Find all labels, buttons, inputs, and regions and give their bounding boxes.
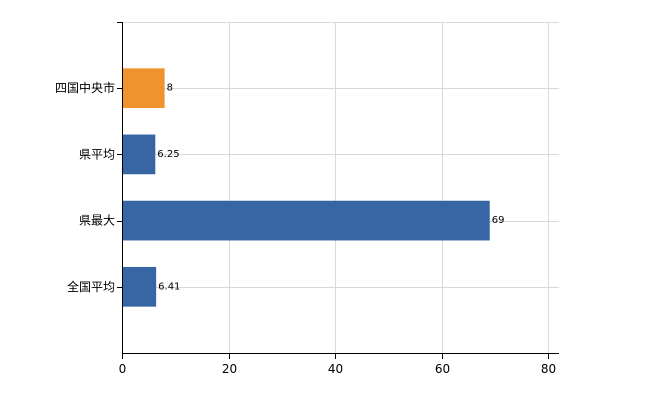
x-tick-label-3: 60: [435, 362, 450, 376]
bar-3: [122, 266, 157, 307]
x-tick-label-0: 0: [119, 362, 127, 376]
x-tick-label-2: 40: [328, 362, 343, 376]
bar-1: [122, 134, 156, 175]
data-label-0: 8: [167, 83, 173, 94]
y-tick-label-2: 県最大: [79, 214, 115, 228]
label-layer: 四国中央市 8 県平均 6.25 県最大 69 全国平均 6.41 0 20 40 60 80: [55, 80, 556, 376]
axis-layer: [117, 22, 559, 359]
y-tick-label-3: 全国平均: [67, 279, 115, 294]
bar-2: [122, 200, 490, 241]
bar-layer: [122, 68, 490, 307]
data-label-2: 69: [492, 215, 505, 226]
x-tick-label-1: 20: [222, 362, 237, 376]
x-tick-label-4: 80: [541, 362, 556, 376]
bar-0: [122, 68, 165, 109]
data-label-1: 6.25: [157, 149, 179, 160]
y-tick-label-1: 県平均: [79, 147, 115, 161]
grid-layer: [122, 22, 559, 353]
data-label-3: 6.41: [158, 281, 180, 292]
y-tick-label-0: 四国中央市: [55, 80, 115, 95]
